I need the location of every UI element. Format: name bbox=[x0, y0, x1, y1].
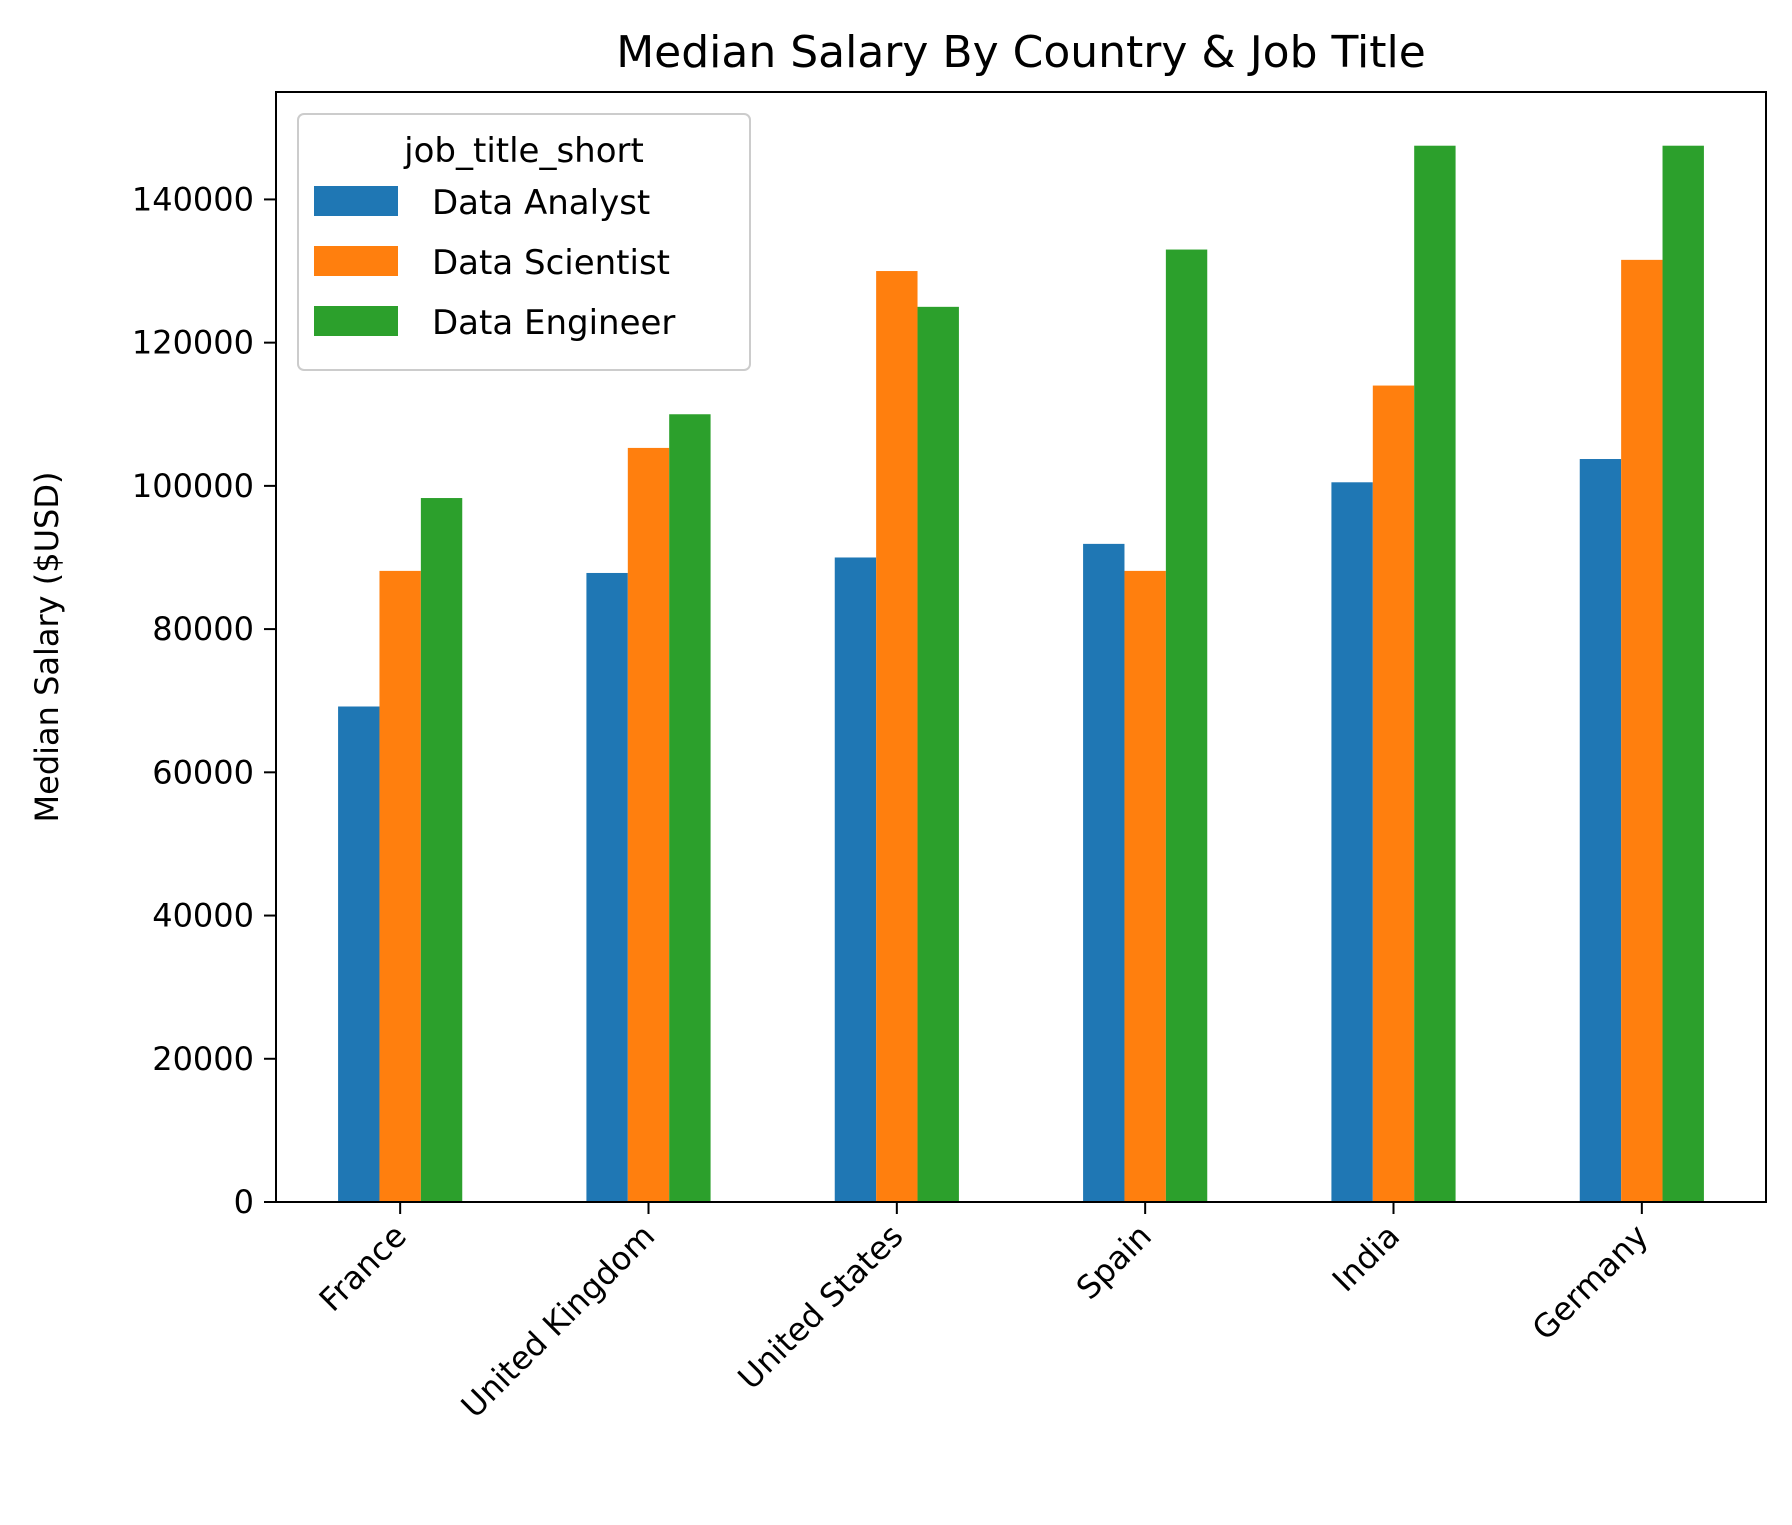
y-tick-label: 120000 bbox=[132, 324, 254, 362]
bar-spain-data-scientist bbox=[1124, 570, 1166, 1202]
bar-france-data-engineer bbox=[420, 498, 463, 1203]
bar-united-states-data-analyst bbox=[834, 557, 877, 1202]
bars-group bbox=[338, 145, 1704, 1203]
bar-united-states-data-scientist bbox=[876, 271, 918, 1203]
bar-united-kingdom-data-engineer bbox=[669, 414, 711, 1202]
legend-label-data-engineer: Data Engineer bbox=[432, 303, 675, 343]
chart-title: Median Salary By Country & Job Title bbox=[616, 27, 1426, 78]
bar-united-states-data-engineer bbox=[917, 306, 959, 1202]
y-tick-label: 140000 bbox=[132, 180, 254, 218]
legend-swatch-data-engineer bbox=[314, 306, 398, 336]
y-tick-label: 100000 bbox=[132, 467, 254, 505]
y-tick-label: 0 bbox=[234, 1183, 254, 1221]
bar-india-data-scientist bbox=[1372, 385, 1415, 1202]
bar-spain-data-engineer bbox=[1165, 249, 1208, 1202]
bar-spain-data-analyst bbox=[1083, 543, 1125, 1202]
bar-india-data-engineer bbox=[1414, 145, 1456, 1202]
plot-frame bbox=[275, 91, 1767, 1203]
legend: job_title_short Data Analyst Data Scientis… bbox=[297, 113, 751, 371]
bar-france-data-analyst bbox=[338, 706, 380, 1202]
bar-germany-data-scientist bbox=[1621, 259, 1663, 1202]
bar-united-kingdom-data-scientist bbox=[627, 447, 670, 1202]
legend-label-data-scientist: Data Scientist bbox=[432, 243, 670, 283]
y-tick-label: 60000 bbox=[152, 753, 254, 791]
legend-box bbox=[297, 113, 751, 371]
bar-france-data-scientist bbox=[379, 570, 421, 1202]
bar-germany-data-engineer bbox=[1662, 145, 1704, 1202]
y-tick-label: 80000 bbox=[152, 610, 254, 648]
bar-germany-data-analyst bbox=[1579, 459, 1622, 1203]
y-tick-label: 40000 bbox=[152, 897, 254, 935]
y-tick-label: 20000 bbox=[152, 1040, 254, 1078]
legend-swatch-data-scientist bbox=[314, 246, 398, 276]
y-axis-label: Median Salary ($USD) bbox=[28, 472, 66, 823]
legend-swatch-data-analyst bbox=[314, 186, 398, 216]
legend-title: job_title_short bbox=[403, 131, 644, 171]
bar-india-data-analyst bbox=[1331, 482, 1373, 1203]
y-axis: 0 20000 40000 60000 80000 100000 120000 140000 bbox=[132, 180, 276, 1221]
legend-label-data-analyst: Data Analyst bbox=[432, 183, 650, 223]
bar-united-kingdom-data-analyst bbox=[586, 572, 628, 1202]
